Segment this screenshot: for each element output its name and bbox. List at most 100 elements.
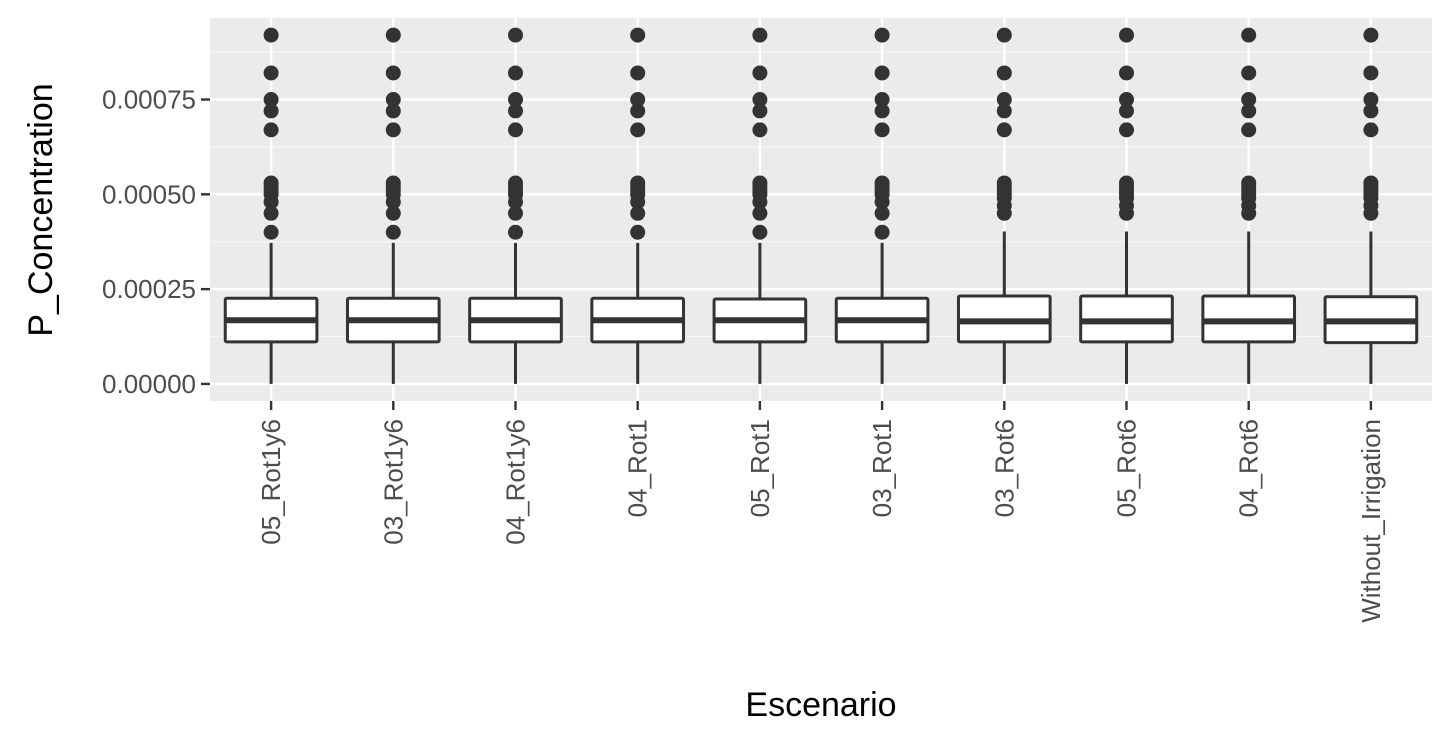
outlier-point (630, 122, 646, 138)
outlier-point (874, 27, 890, 43)
box-04_Rot1y6 (468, 27, 563, 384)
outlier-point (1363, 27, 1379, 43)
y-axis-title: P_Concentration (22, 83, 60, 336)
outlier-point (1119, 122, 1134, 138)
outlier-point (1363, 122, 1379, 138)
outlier-point (996, 103, 1012, 119)
outlier-point (996, 27, 1012, 43)
outlier-point (1363, 103, 1379, 119)
outlier-point (752, 27, 768, 43)
outlier-point (385, 103, 401, 119)
x-tick-label: 03_Rot1 (867, 419, 897, 517)
boxes-layer (223, 27, 1419, 384)
outlier-point (263, 103, 279, 119)
x-tick-label: 04_Rot6 (1234, 419, 1264, 517)
outlier-point (1363, 65, 1379, 81)
outlier-point (385, 205, 401, 221)
outlier-point (752, 92, 768, 108)
box-04_Rot1 (590, 27, 686, 384)
x-tick-label: 05_Rot1 (745, 419, 775, 517)
box-05_Rot1y6 (223, 27, 319, 384)
outlier-point (263, 205, 279, 221)
outlier-point (385, 122, 401, 138)
outlier-point (1363, 92, 1379, 108)
outlier-point (1241, 122, 1257, 138)
outlier-point (874, 122, 890, 138)
y-tick-label: 0.00025 (102, 274, 196, 304)
outlier-point (630, 205, 646, 221)
outlier-point (508, 103, 523, 119)
outlier-point (1241, 27, 1257, 43)
y-axis: 0.00000 0.00025 0.00050 0.00075 (102, 85, 210, 399)
outlier-point (508, 92, 523, 108)
box-03_Rot1 (834, 27, 930, 384)
outlier-point (996, 92, 1012, 108)
box-05_Rot6 (1079, 27, 1174, 384)
outlier-point (508, 65, 523, 81)
outlier-point (1119, 65, 1134, 81)
outlier-point (1119, 92, 1134, 108)
outlier-point (1241, 65, 1257, 81)
outlier-point (752, 122, 768, 138)
x-tick-label: 04_Rot1 (623, 419, 653, 517)
box-04_Rot6 (1201, 27, 1297, 384)
outlier-point (752, 65, 768, 81)
x-axis: 05_Rot1y6 03_Rot1y6 04_Rot1y6 04_Rot1 05_Rot… (256, 401, 1386, 623)
outlier-point (874, 205, 890, 221)
outlier-point (263, 27, 279, 43)
y-tick-label: 0.00050 (102, 179, 196, 209)
outlier-point (874, 175, 890, 191)
outlier-point (508, 122, 523, 138)
outlier-point (263, 65, 279, 81)
outlier-point (874, 92, 890, 108)
box-03_Rot1y6 (345, 27, 441, 384)
box-03_Rot6 (956, 27, 1052, 384)
outlier-point (874, 65, 890, 81)
outlier-point (263, 224, 279, 240)
outlier-point (1241, 103, 1257, 119)
x-axis-title: Escenario (745, 686, 896, 724)
outlier-point (263, 122, 279, 138)
x-tick-label: 05_Rot6 (1112, 419, 1142, 517)
outlier-point (630, 103, 646, 119)
outlier-point (752, 103, 768, 119)
outlier-point (996, 65, 1012, 81)
outlier-point (630, 92, 646, 108)
outlier-point (630, 175, 646, 191)
outlier-point (1119, 103, 1134, 119)
outlier-point (1363, 175, 1379, 191)
outlier-point (752, 224, 768, 240)
outlier-point (1241, 175, 1257, 191)
outlier-point (263, 175, 279, 191)
box-Without_Irrigation (1323, 27, 1419, 384)
outlier-point (385, 27, 401, 43)
outlier-point (508, 224, 523, 240)
outlier-point (508, 175, 523, 191)
outlier-point (874, 224, 890, 240)
outlier-point (752, 175, 768, 191)
x-tick-label: 05_Rot1y6 (256, 419, 286, 545)
outlier-point (508, 205, 523, 221)
outlier-point (263, 92, 279, 108)
y-tick-label: 0.00075 (102, 85, 196, 115)
outlier-point (996, 122, 1012, 138)
outlier-point (996, 175, 1012, 191)
x-tick-label: Without_Irrigation (1356, 419, 1386, 623)
outlier-point (1119, 27, 1134, 43)
x-tick-label: 04_Rot1y6 (501, 419, 531, 545)
outlier-point (385, 92, 401, 108)
outlier-point (385, 175, 401, 191)
outlier-point (508, 27, 523, 43)
outlier-point (385, 65, 401, 81)
outlier-point (630, 224, 646, 240)
outlier-point (630, 27, 646, 43)
outlier-point (1119, 175, 1134, 191)
outlier-point (874, 103, 890, 119)
outlier-point (630, 65, 646, 81)
outlier-point (1241, 92, 1257, 108)
x-tick-label: 03_Rot1y6 (378, 419, 408, 545)
y-tick-label: 0.00000 (102, 369, 196, 399)
box-05_Rot1 (712, 27, 808, 384)
